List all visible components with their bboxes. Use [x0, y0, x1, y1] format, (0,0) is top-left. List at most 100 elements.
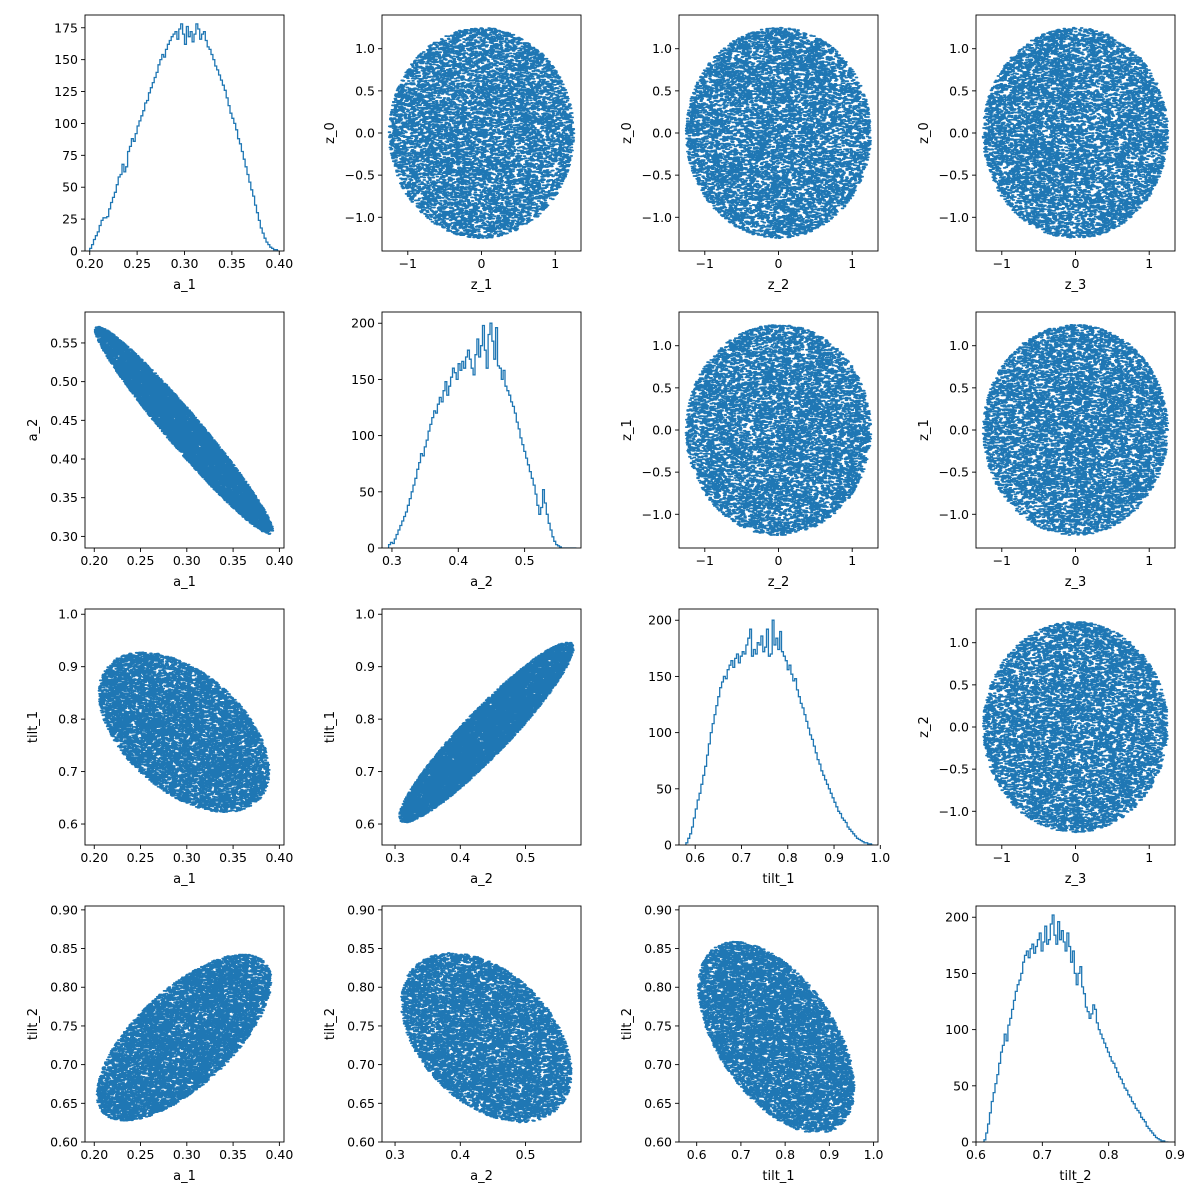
- axes-frame-p10: [84, 311, 285, 549]
- subplot-p00: 0.20 0.25 0.30 0.35 0.40 0 25 50 75 100 125 150 175 a…: [54, 14, 293, 293]
- y-axis-label: tilt_2: [26, 1008, 41, 1040]
- y-tick-label: 0.30: [50, 529, 78, 544]
- axes-frame-p20: [84, 608, 285, 846]
- y-tick-label: 50: [953, 1078, 969, 1093]
- axes-frame-p21: [381, 608, 582, 846]
- y-tick-label: 175: [54, 20, 78, 35]
- x-tick-label: 0.35: [219, 850, 247, 865]
- y-tick-label: 0.0: [949, 126, 969, 141]
- x-tick-label: 0: [1072, 850, 1080, 865]
- x-tick-label: 1: [551, 256, 559, 271]
- x-tick-label: 1: [1145, 850, 1153, 865]
- x-tick-label: 1: [848, 256, 856, 271]
- y-axis-label: z_0: [917, 122, 932, 144]
- axes-frame-p00: [84, 14, 285, 252]
- axes-frame-p33: [975, 905, 1176, 1143]
- scatter-points-p12: [684, 324, 873, 536]
- x-tick-label: 0: [775, 553, 783, 568]
- y-axis-label: tilt_2: [323, 1008, 338, 1040]
- x-tick-label: 0.20: [80, 850, 108, 865]
- x-tick-label: 0.40: [265, 850, 293, 865]
- x-axis-label: a_2: [470, 872, 493, 887]
- subplot-p30: 0.20 0.25 0.30 0.35 0.40 0.60 0.65 0.70 0.75 0.80…: [26, 902, 293, 1184]
- x-tick-label: −1: [993, 256, 1011, 271]
- x-tick-label: 0.6: [685, 850, 705, 865]
- axes-frame-p22: [678, 608, 879, 846]
- x-tick-label: 0.3: [385, 850, 405, 865]
- y-axis-label: z_2: [917, 716, 932, 738]
- y-tick-label: 200: [648, 613, 672, 628]
- y-tick-label: 150: [351, 372, 375, 387]
- y-axis-label: z_0: [323, 122, 338, 144]
- scatter-points-p13: [981, 324, 1170, 536]
- y-tick-label: 0.55: [50, 335, 78, 350]
- y-tick-label: 0.5: [652, 380, 672, 395]
- x-axis-label: a_1: [173, 278, 196, 293]
- x-tick-label: 0.20: [80, 553, 108, 568]
- y-tick-label: 0.80: [644, 980, 672, 995]
- subplot-p01: −1 0 1 −1.0 −0.5 0.0 0.5 1.0 z_1 z_0: [323, 14, 582, 293]
- x-tick-label: 0.35: [218, 256, 246, 271]
- y-tick-label: −0.5: [939, 465, 969, 480]
- x-tick-label: 0.6: [687, 1147, 707, 1162]
- y-tick-label: 0.65: [347, 1096, 375, 1111]
- axes-frame-p31: [381, 905, 582, 1143]
- x-tick-label: 0.5: [516, 1147, 536, 1162]
- y-tick-label: 0.0: [949, 423, 969, 438]
- x-axis-label: a_1: [173, 575, 196, 590]
- x-axis-label: tilt_1: [762, 872, 794, 887]
- x-axis-label: a_1: [173, 872, 196, 887]
- y-tick-label: 0.65: [644, 1096, 672, 1111]
- x-tick-label: 0.20: [80, 1147, 108, 1162]
- y-tick-label: 50: [359, 484, 375, 499]
- y-tick-label: 0.8: [58, 712, 78, 727]
- y-tick-label: 0.8: [355, 712, 375, 727]
- y-tick-label: 1.0: [949, 41, 969, 56]
- y-tick-label: 1.0: [355, 607, 375, 622]
- subplot-p21: 0.3 0.4 0.5 0.6 0.7 0.8 0.9 1.0 a_2 tilt_1: [323, 607, 582, 887]
- x-tick-label: 0: [775, 256, 783, 271]
- y-tick-label: −0.5: [939, 762, 969, 777]
- x-tick-label: 0.25: [127, 553, 155, 568]
- x-tick-label: 1: [848, 553, 856, 568]
- y-axis-label: tilt_1: [26, 711, 41, 743]
- axes-frame-p30: [84, 905, 285, 1143]
- y-tick-label: 75: [62, 148, 78, 163]
- x-tick-label: 1: [1145, 256, 1153, 271]
- x-tick-label: 0.5: [515, 553, 535, 568]
- x-tick-label: −1: [993, 850, 1011, 865]
- y-tick-label: 100: [351, 428, 375, 443]
- subplot-p31: 0.3 0.4 0.5 0.60 0.65 0.70 0.75 0.80 0.85 0.90 a_2…: [323, 902, 582, 1184]
- y-tick-label: 0: [664, 838, 672, 853]
- subplot-p11: 0.3 0.4 0.5 0 50 100 150 200 a_2: [351, 311, 582, 590]
- y-tick-label: 0.85: [347, 941, 375, 956]
- y-tick-label: −1.0: [642, 210, 672, 225]
- y-tick-label: 150: [54, 52, 78, 67]
- scatter-points-p03: [981, 26, 1170, 239]
- y-axis-label: tilt_1: [323, 711, 338, 743]
- x-tick-label: 0.25: [127, 850, 155, 865]
- y-tick-label: 150: [648, 669, 672, 684]
- y-tick-label: 0.5: [652, 83, 672, 98]
- x-axis-label: z_3: [1065, 575, 1087, 590]
- y-tick-label: 0.60: [347, 1135, 375, 1150]
- x-tick-label: 0: [1072, 553, 1080, 568]
- y-tick-label: 50: [62, 180, 78, 195]
- x-tick-label: 0.9: [824, 850, 844, 865]
- y-tick-label: 0.6: [355, 817, 375, 832]
- y-tick-label: −1.0: [939, 210, 969, 225]
- y-tick-label: −0.5: [642, 465, 672, 480]
- y-tick-label: 0.7: [58, 764, 78, 779]
- y-tick-label: 1.0: [652, 338, 672, 353]
- scatter-points-p02: [684, 26, 872, 239]
- histogram-steps-p22: [685, 619, 874, 845]
- x-tick-label: 0.4: [448, 553, 468, 568]
- y-tick-label: 1.0: [355, 41, 375, 56]
- y-tick-label: 200: [351, 316, 375, 331]
- x-axis-label: z_2: [768, 575, 790, 590]
- y-tick-label: 1.0: [949, 635, 969, 650]
- y-tick-label: −0.5: [939, 168, 969, 183]
- y-tick-label: 0.75: [347, 1018, 375, 1033]
- subplot-p23: −1 0 1 −1.0 −0.5 0.0 0.5 1.0 z_3 z_2: [917, 608, 1176, 887]
